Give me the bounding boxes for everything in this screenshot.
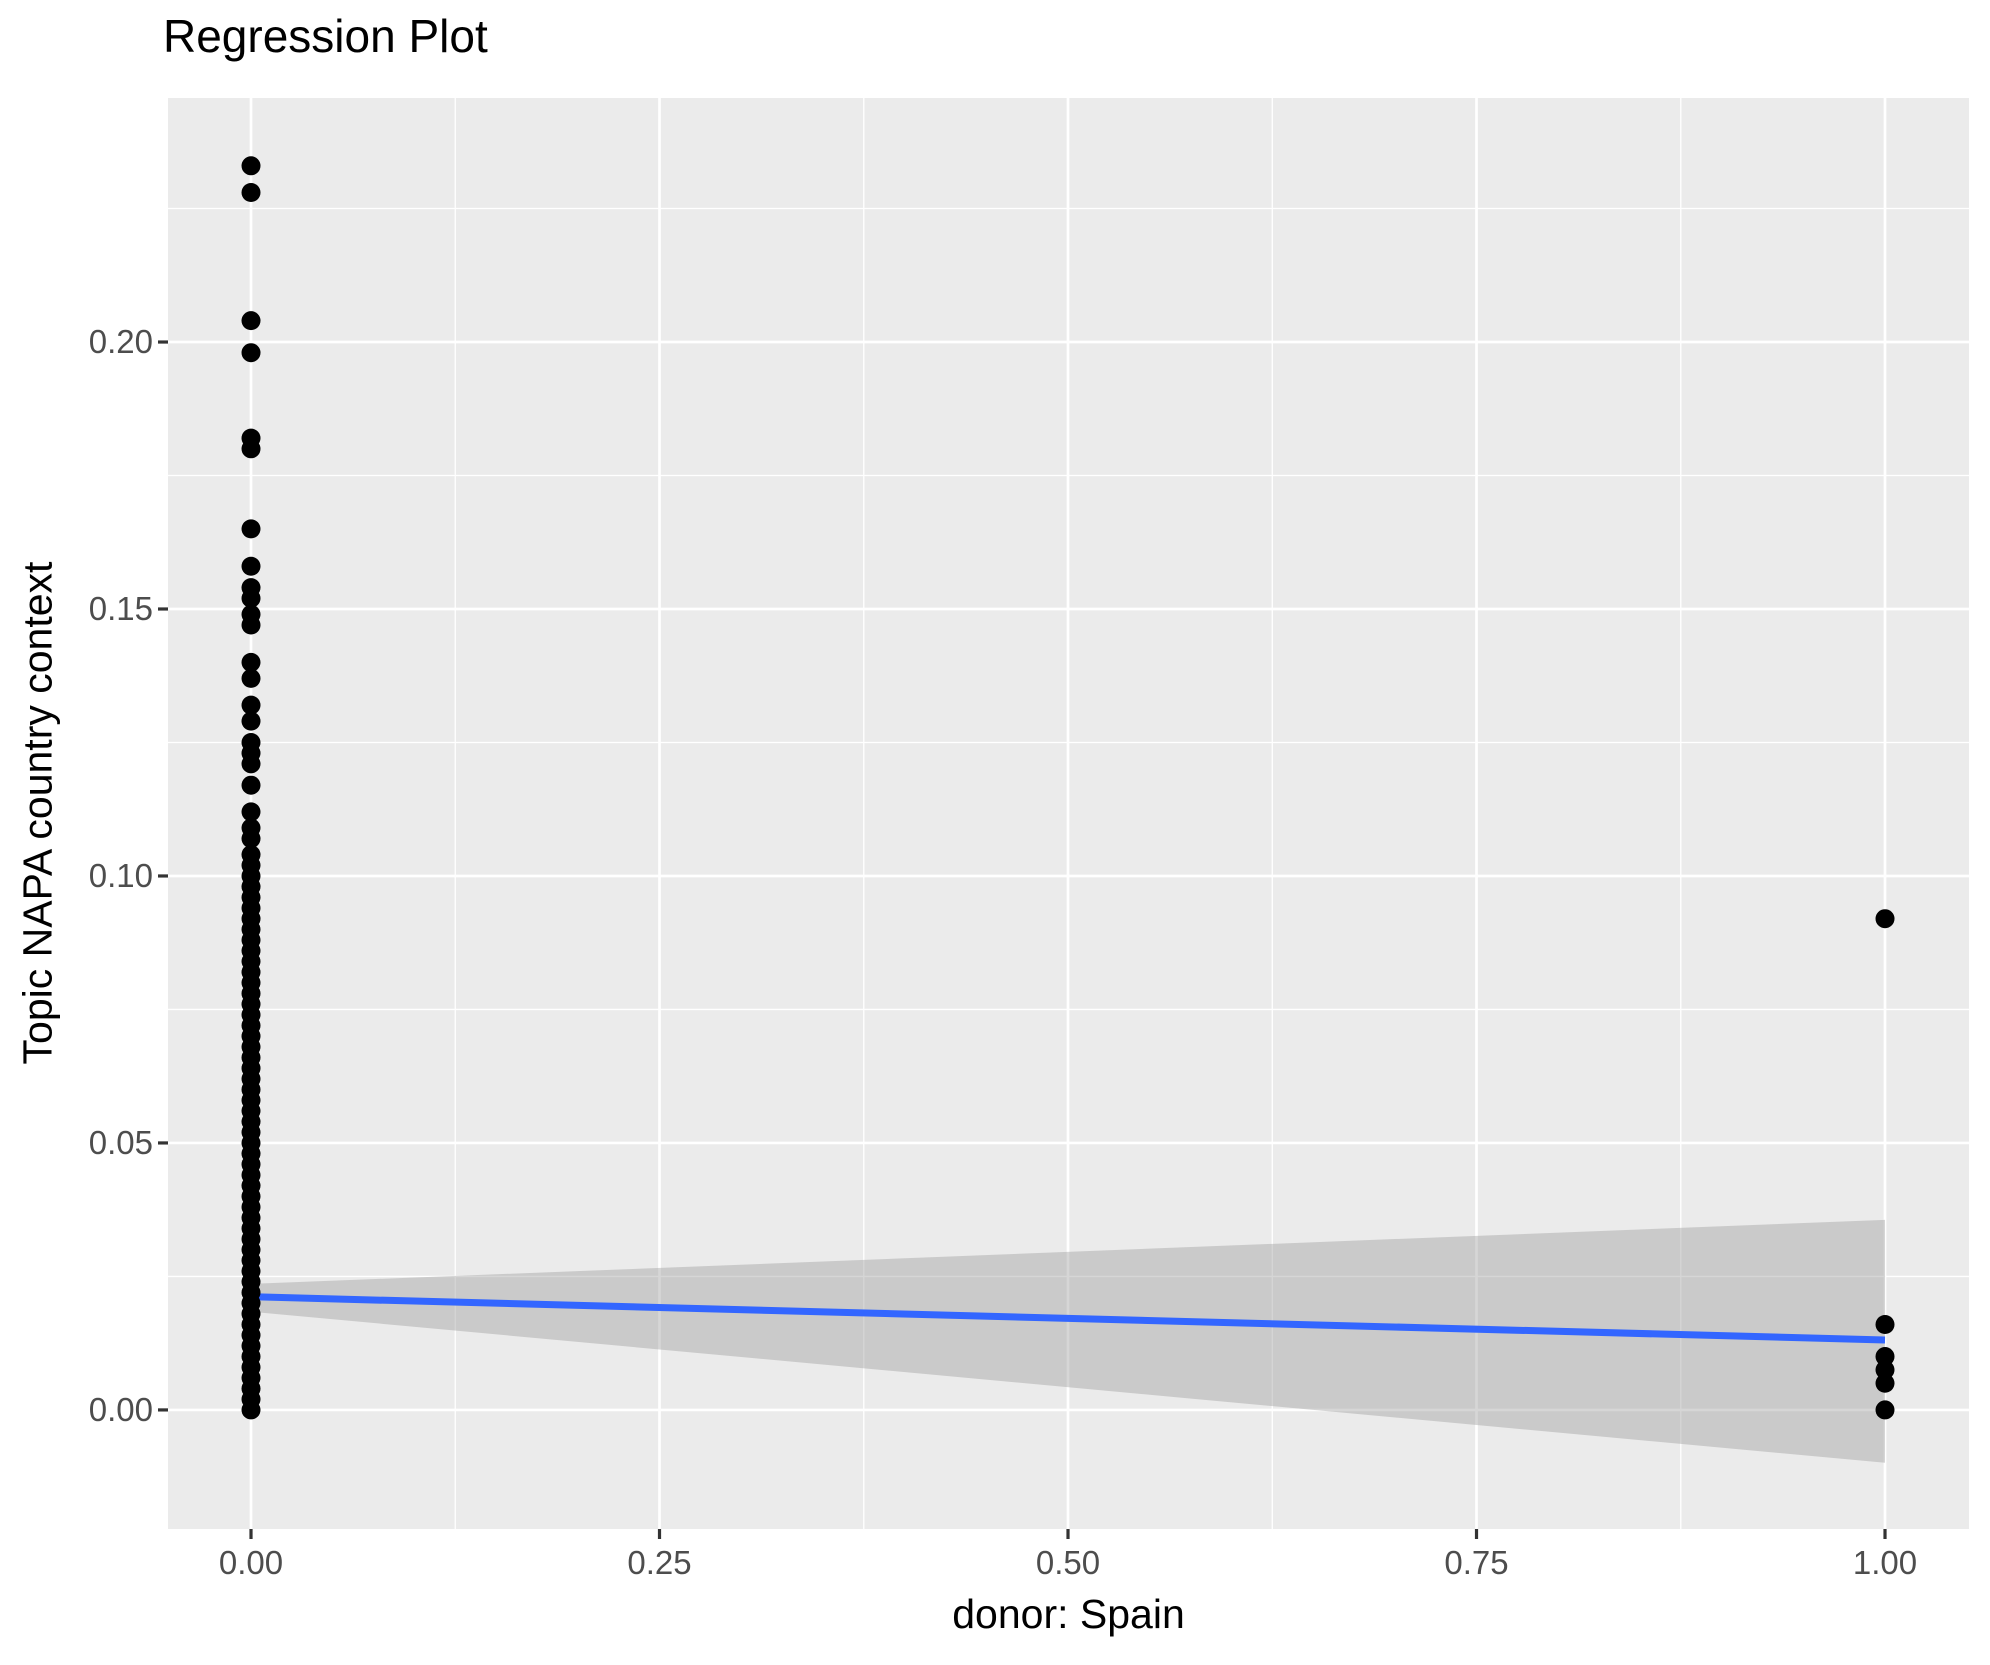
scatter-point: [1875, 1360, 1895, 1380]
scatter-point: [241, 829, 261, 849]
y-tick-label: 0.20: [88, 323, 153, 361]
scatter-point: [241, 1400, 261, 1420]
scatter-point: [241, 156, 261, 176]
scatter-point: [1875, 1373, 1895, 1393]
scatter-point: [241, 754, 261, 774]
scatter-point: [241, 519, 261, 539]
scatter-point: [1875, 1314, 1895, 1334]
confidence-band: [251, 1219, 1886, 1463]
scatter-point: [241, 311, 261, 331]
y-tick-label: 0.15: [88, 589, 153, 627]
y-tick-label: 0.10: [88, 856, 153, 894]
y-axis-title: Topic NAPA country context: [14, 561, 61, 1065]
plot-title: Regression Plot: [163, 10, 488, 62]
scatter-point: [241, 439, 261, 459]
x-tick-label: 0.25: [627, 1544, 692, 1581]
scatter-point: [1875, 1347, 1895, 1367]
scatter-point: [241, 775, 261, 795]
scatter-point: [241, 802, 261, 822]
regression-line: [250, 1293, 1886, 1344]
x-tick-label: 1.00: [1852, 1544, 1918, 1581]
scatter-point: [241, 615, 261, 635]
scatter-point: [241, 556, 261, 576]
scatter-point: [241, 668, 261, 688]
x-tick-label: 0.50: [1035, 1544, 1101, 1581]
scatter-point: [241, 711, 261, 731]
scatter-point: [241, 588, 261, 608]
y-tick-label: 0.05: [88, 1123, 153, 1161]
scatter-point: [241, 652, 261, 672]
y-tick-label: 0.00: [88, 1390, 153, 1428]
scatter-point: [1875, 909, 1895, 929]
x-tick-label: 0.75: [1444, 1544, 1509, 1581]
scatter-point: [1875, 1400, 1895, 1420]
x-tick-label: 0.00: [218, 1544, 284, 1581]
scatter-point: [241, 343, 261, 363]
scatter-point: [241, 695, 261, 715]
scatter-point: [241, 183, 261, 203]
x-axis-title: donor: Spain: [952, 1591, 1185, 1637]
